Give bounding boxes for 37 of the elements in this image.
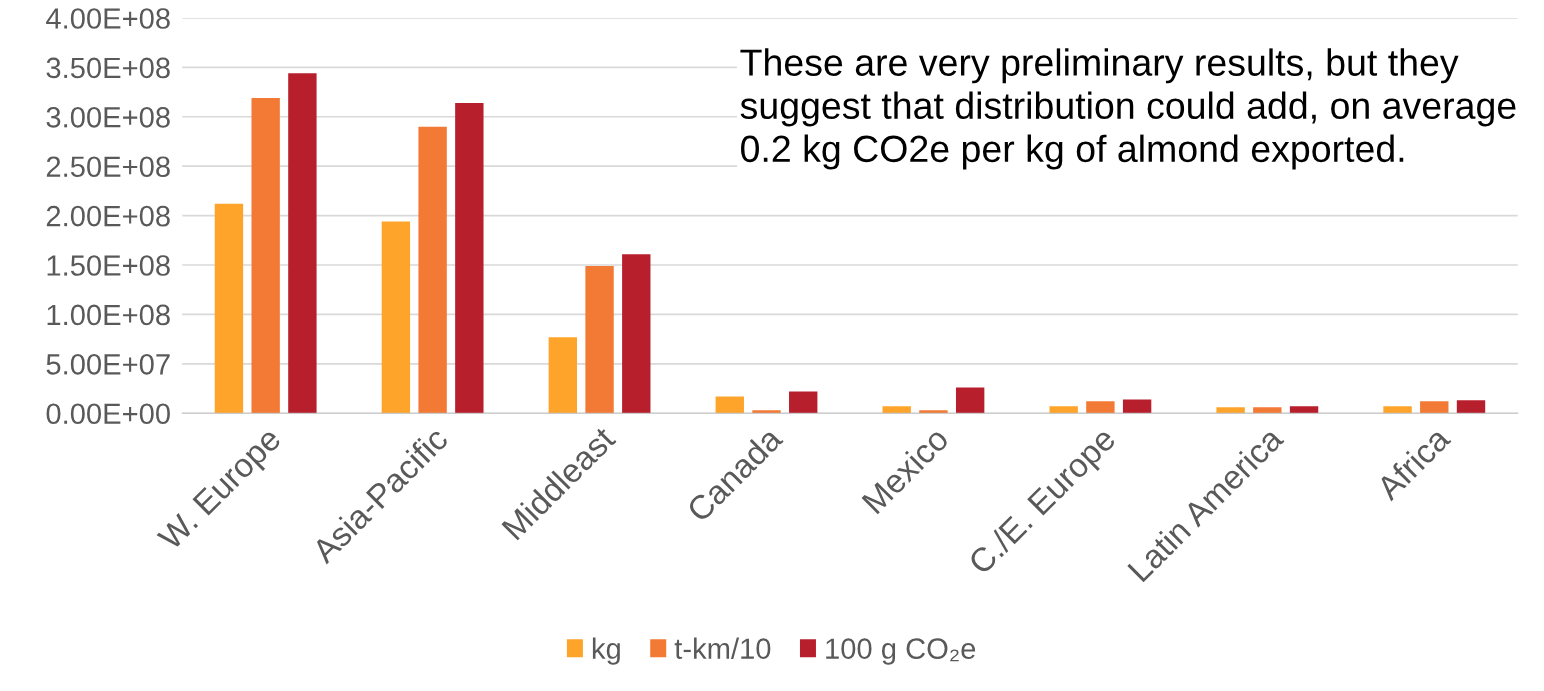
y-tick-label: 0.00E+00 — [46, 403, 170, 425]
bar — [214, 203, 244, 414]
bar — [1420, 401, 1449, 414]
bar — [919, 410, 948, 414]
y-tick-label: 3.50E+08 — [46, 57, 170, 79]
bar — [251, 98, 280, 414]
bar — [1216, 407, 1245, 414]
legend-label: t-km/10 — [674, 637, 771, 659]
bar — [1289, 406, 1319, 414]
bar — [585, 265, 614, 414]
bar — [1122, 399, 1152, 414]
bar — [1456, 400, 1486, 414]
bar — [622, 254, 651, 414]
bar — [455, 102, 484, 414]
y-tick-label: 3.00E+08 — [46, 106, 170, 128]
legend-label: kg — [592, 637, 620, 665]
bar — [882, 406, 911, 414]
bar — [1383, 406, 1412, 414]
y-tick-label: 4.00E+08 — [46, 8, 170, 29]
bar — [715, 396, 744, 414]
bar — [1049, 406, 1078, 414]
bar — [1253, 407, 1282, 414]
bar — [1086, 401, 1115, 414]
y-tick-label: 1.50E+08 — [47, 255, 170, 276]
legend-label: 100 g CO₂e — [826, 638, 976, 665]
bar — [548, 337, 578, 414]
y-tick-label: 5.00E+07 — [46, 354, 170, 375]
bar — [381, 221, 411, 414]
bar — [288, 73, 317, 414]
annotation: These are very preliminary results, but they suggest that distribution could add, on average 0.2 kg CO2e per kg of almond exported. — [740, 48, 1516, 170]
y-tick-label: 2.50E+08 — [46, 156, 170, 178]
bar — [418, 126, 447, 414]
bar — [752, 410, 781, 414]
bar — [789, 391, 818, 414]
y-tick-label: 1.00E+08 — [47, 304, 170, 326]
y-tick-label: 2.00E+08 — [46, 205, 170, 227]
bar — [955, 387, 985, 414]
